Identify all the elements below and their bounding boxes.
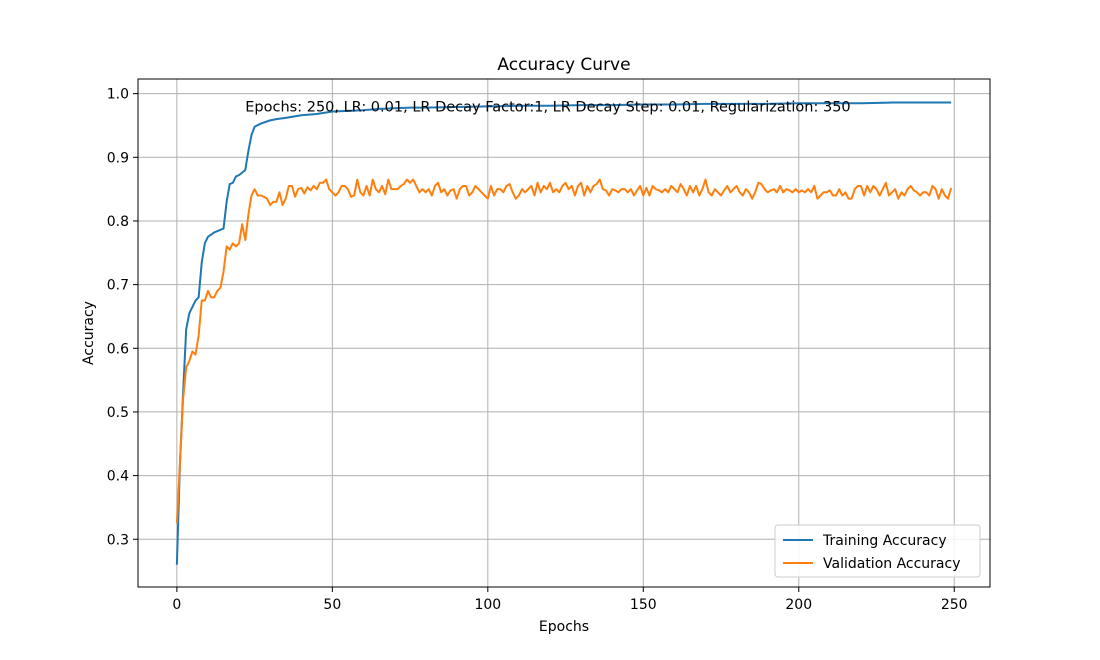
- legend-box: [774, 524, 981, 578]
- legend: Training Accuracy Validation Accuracy: [774, 524, 981, 578]
- x-tick-label: 0: [172, 597, 181, 613]
- training-accuracy-line: [175, 101, 952, 565]
- legend-label-training: Training Accuracy: [822, 533, 947, 549]
- x-tick-label: 150: [630, 597, 657, 613]
- x-tick-label: 100: [474, 597, 501, 613]
- y-axis-label: Accuracy: [81, 301, 97, 365]
- annotation-text: Epochs: 250, LR: 0.01, LR Decay Factor:1…: [245, 99, 850, 115]
- grid: [138, 79, 990, 587]
- x-tick-label: 200: [785, 597, 812, 613]
- x-tick-label: 250: [941, 597, 968, 613]
- x-axis-label: Epochs: [539, 619, 589, 635]
- y-tick-label: 0.6: [107, 341, 129, 357]
- y-tick-label: 1.0: [107, 87, 129, 103]
- legend-label-validation: Validation Accuracy: [823, 556, 961, 572]
- axis-ticks: 0 50 100 150 200 250 0.3 0.4 0.5 0.6 0.7 0.8 0.9 1.0: [107, 87, 968, 613]
- validation-accuracy-line: [175, 178, 953, 524]
- y-tick-label: 0.3: [107, 532, 129, 548]
- y-tick-label: 0.5: [107, 405, 129, 421]
- series-lines: [175, 101, 953, 565]
- chart-title: Accuracy Curve: [497, 55, 630, 75]
- y-tick-label: 0.9: [107, 150, 129, 166]
- x-tick-label: 50: [323, 597, 341, 613]
- y-tick-label: 0.8: [107, 214, 129, 230]
- y-tick-label: 0.7: [107, 278, 129, 294]
- y-tick-label: 0.4: [107, 469, 129, 485]
- plot-frame: [137, 78, 991, 588]
